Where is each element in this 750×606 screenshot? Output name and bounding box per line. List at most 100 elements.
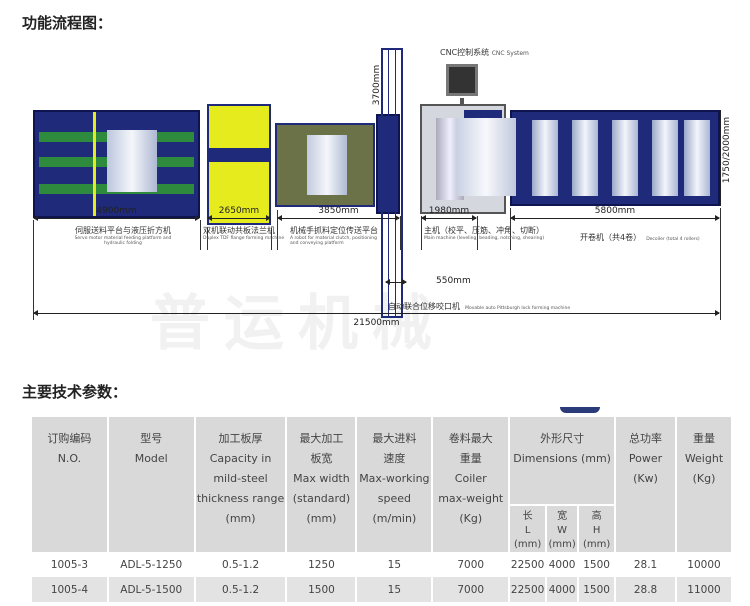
text: Decoiler (total 4 rollers) xyxy=(646,237,700,242)
cnc-label-en: CNC System xyxy=(491,50,529,57)
flow-heading: 功能流程图： xyxy=(22,14,113,32)
cnc-label-cn: CNC控制系统 xyxy=(440,48,490,57)
text: (mm) xyxy=(306,512,337,525)
text: 型号 xyxy=(140,432,163,445)
total-length: 21500mm xyxy=(353,318,400,328)
table-cell: 7000 xyxy=(432,552,511,577)
robot-conveyor xyxy=(275,123,375,207)
table-cell: 1500 xyxy=(578,552,617,577)
text: 最大进料 xyxy=(372,432,417,445)
col-power: 总功率 Power (Kw) xyxy=(615,417,677,552)
table-cell: 1005-3 xyxy=(32,552,109,577)
text: N.O. xyxy=(57,452,82,465)
label-section-1: 伺服送料平台与液压折方机 Servo motor material feeding… xyxy=(68,225,178,246)
text: thickness range xyxy=(196,492,285,505)
dim-section-5: 5800mm xyxy=(594,206,636,216)
text: 卷料最大 xyxy=(448,432,493,445)
text: (Kg) xyxy=(692,472,716,485)
dim-section-1: 4900mm xyxy=(96,206,137,216)
text: 重量 xyxy=(692,432,715,445)
cnc-monitor-icon xyxy=(446,64,478,96)
decoiler xyxy=(510,110,720,206)
text: Max-working xyxy=(359,472,430,485)
text: Weight xyxy=(684,452,724,465)
cnc-stand xyxy=(460,98,464,108)
table-cell: ADL-5-1250 xyxy=(107,552,196,577)
text: Dimensions (mm) xyxy=(513,452,611,465)
label-section-2: 双机联动共板法兰机 Duplex TDF flange forming machi… xyxy=(203,225,284,241)
text: (mm) xyxy=(548,539,576,550)
text: Servo motor material feeding platform an… xyxy=(74,236,172,246)
text: (mm) xyxy=(582,539,611,550)
text: 加工板厚 xyxy=(218,432,263,445)
strip xyxy=(456,118,516,196)
text: 双机联动共板法兰机 xyxy=(203,226,275,235)
text: 自动联合位移咬口机 xyxy=(388,302,460,311)
text: 伺服送料平台与液压折方机 xyxy=(75,226,171,235)
table-cell: 28.8 xyxy=(615,577,677,602)
text: 重量 xyxy=(459,452,482,465)
watermark: 普运机械 xyxy=(150,289,446,359)
text: mild-steel xyxy=(213,472,268,485)
text: 最大加工 xyxy=(299,432,344,445)
table-row: 1005-3 ADL-5-1250 0.5-1.2 1250 15 7000 22500 40… xyxy=(32,552,734,577)
text: A robot for material clutch, positioning… xyxy=(290,236,377,246)
col-dim-h: 高 H (mm) xyxy=(578,505,617,552)
label-section-5: 开卷机（共4卷） Decoiler (total 4 rollers) xyxy=(580,225,700,244)
text: 开卷机（共4卷） xyxy=(580,233,642,242)
table-cell: 15 xyxy=(356,577,434,602)
col-speed: 最大进料 速度 Max-working speed (m/min) xyxy=(356,417,434,552)
col-dimensions: 外形尺寸 Dimensions (mm) xyxy=(509,417,617,506)
text: Power xyxy=(628,452,663,465)
table-cell: 11000 xyxy=(675,577,734,602)
text: 板宽 xyxy=(310,452,333,465)
text: H xyxy=(592,525,601,536)
table-cell: 1500 xyxy=(286,577,358,602)
col-thickness: 加工板厚 Capacity in mild-steel thickness range… xyxy=(194,417,288,552)
col-dim-l: 长 L (mm) xyxy=(509,505,548,552)
table-cell: 28.1 xyxy=(615,552,677,577)
text: (m/min) xyxy=(372,512,417,525)
text: Capacity in xyxy=(209,452,272,465)
text: (mm) xyxy=(225,512,256,525)
text: 总功率 xyxy=(629,432,663,445)
table-cell: 1250 xyxy=(286,552,358,577)
label-section-4: 主机（校平、压筋、冲角、切断） Main machine (leveling, b… xyxy=(424,225,544,241)
dim-section-4: 1980mm xyxy=(428,206,470,216)
gap-dim: 550mm xyxy=(436,276,471,286)
flow-diagram: 普运机械 3700mm CNC控制系统 CNC System 1750/2000… xyxy=(0,40,750,359)
text: Movable auto Pittsburgh lock forming mac… xyxy=(465,306,571,311)
lock-machine-frame xyxy=(381,48,403,318)
text: Main machine (leveling, beading, notchin… xyxy=(424,236,545,241)
text: Model xyxy=(134,452,168,465)
text: (standard) xyxy=(292,492,351,505)
text: speed xyxy=(377,492,411,505)
text: max-weight xyxy=(438,492,504,505)
cnc-label: CNC控制系统 CNC System xyxy=(440,47,529,58)
table-cell: 1500 xyxy=(578,577,617,602)
table-cell: 22500 xyxy=(509,577,548,602)
text: (mm) xyxy=(513,539,542,550)
col-dim-w: 宽 W (mm) xyxy=(546,505,580,552)
dim-section-2: 2650mm xyxy=(218,206,260,216)
table-cell: 0.5-1.2 xyxy=(194,577,288,602)
decoiler-height-dim: 1750/2000mm xyxy=(722,116,733,184)
label-section-3: 机械手抓料定位传送平台 A robot for material clutch, … xyxy=(290,225,380,246)
text: 宽 xyxy=(557,511,568,522)
text: Max width xyxy=(293,472,350,485)
col-no: 订购编码 N.O. xyxy=(32,417,109,552)
table-cell: ADL-5-1500 xyxy=(107,577,196,602)
col-width: 最大加工板宽 Max width (standard) (mm) xyxy=(286,417,358,552)
text: Duplex TDF flange forming machine xyxy=(203,236,285,241)
text: L xyxy=(524,525,531,536)
col-weight: 重量 Weight (Kg) xyxy=(675,417,734,552)
table-cell: 0.5-1.2 xyxy=(194,552,288,577)
decoration xyxy=(560,407,600,413)
text: 机械手抓料定位传送平台 xyxy=(290,226,378,235)
flange-machine xyxy=(207,104,271,225)
table-header-row: 订购编码 N.O. 型号 Model 加工板厚 Capacity in mild-ste… xyxy=(32,417,734,552)
label-lock-machine: 自动联合位移咬口机 Movable auto Pittsburgh lock f… xyxy=(388,294,570,313)
table-row: 1005-4 ADL-5-1500 0.5-1.2 1500 15 7000 22500 40… xyxy=(32,577,734,602)
text: (Kw) xyxy=(633,472,658,485)
table-cell: 10000 xyxy=(675,552,734,577)
